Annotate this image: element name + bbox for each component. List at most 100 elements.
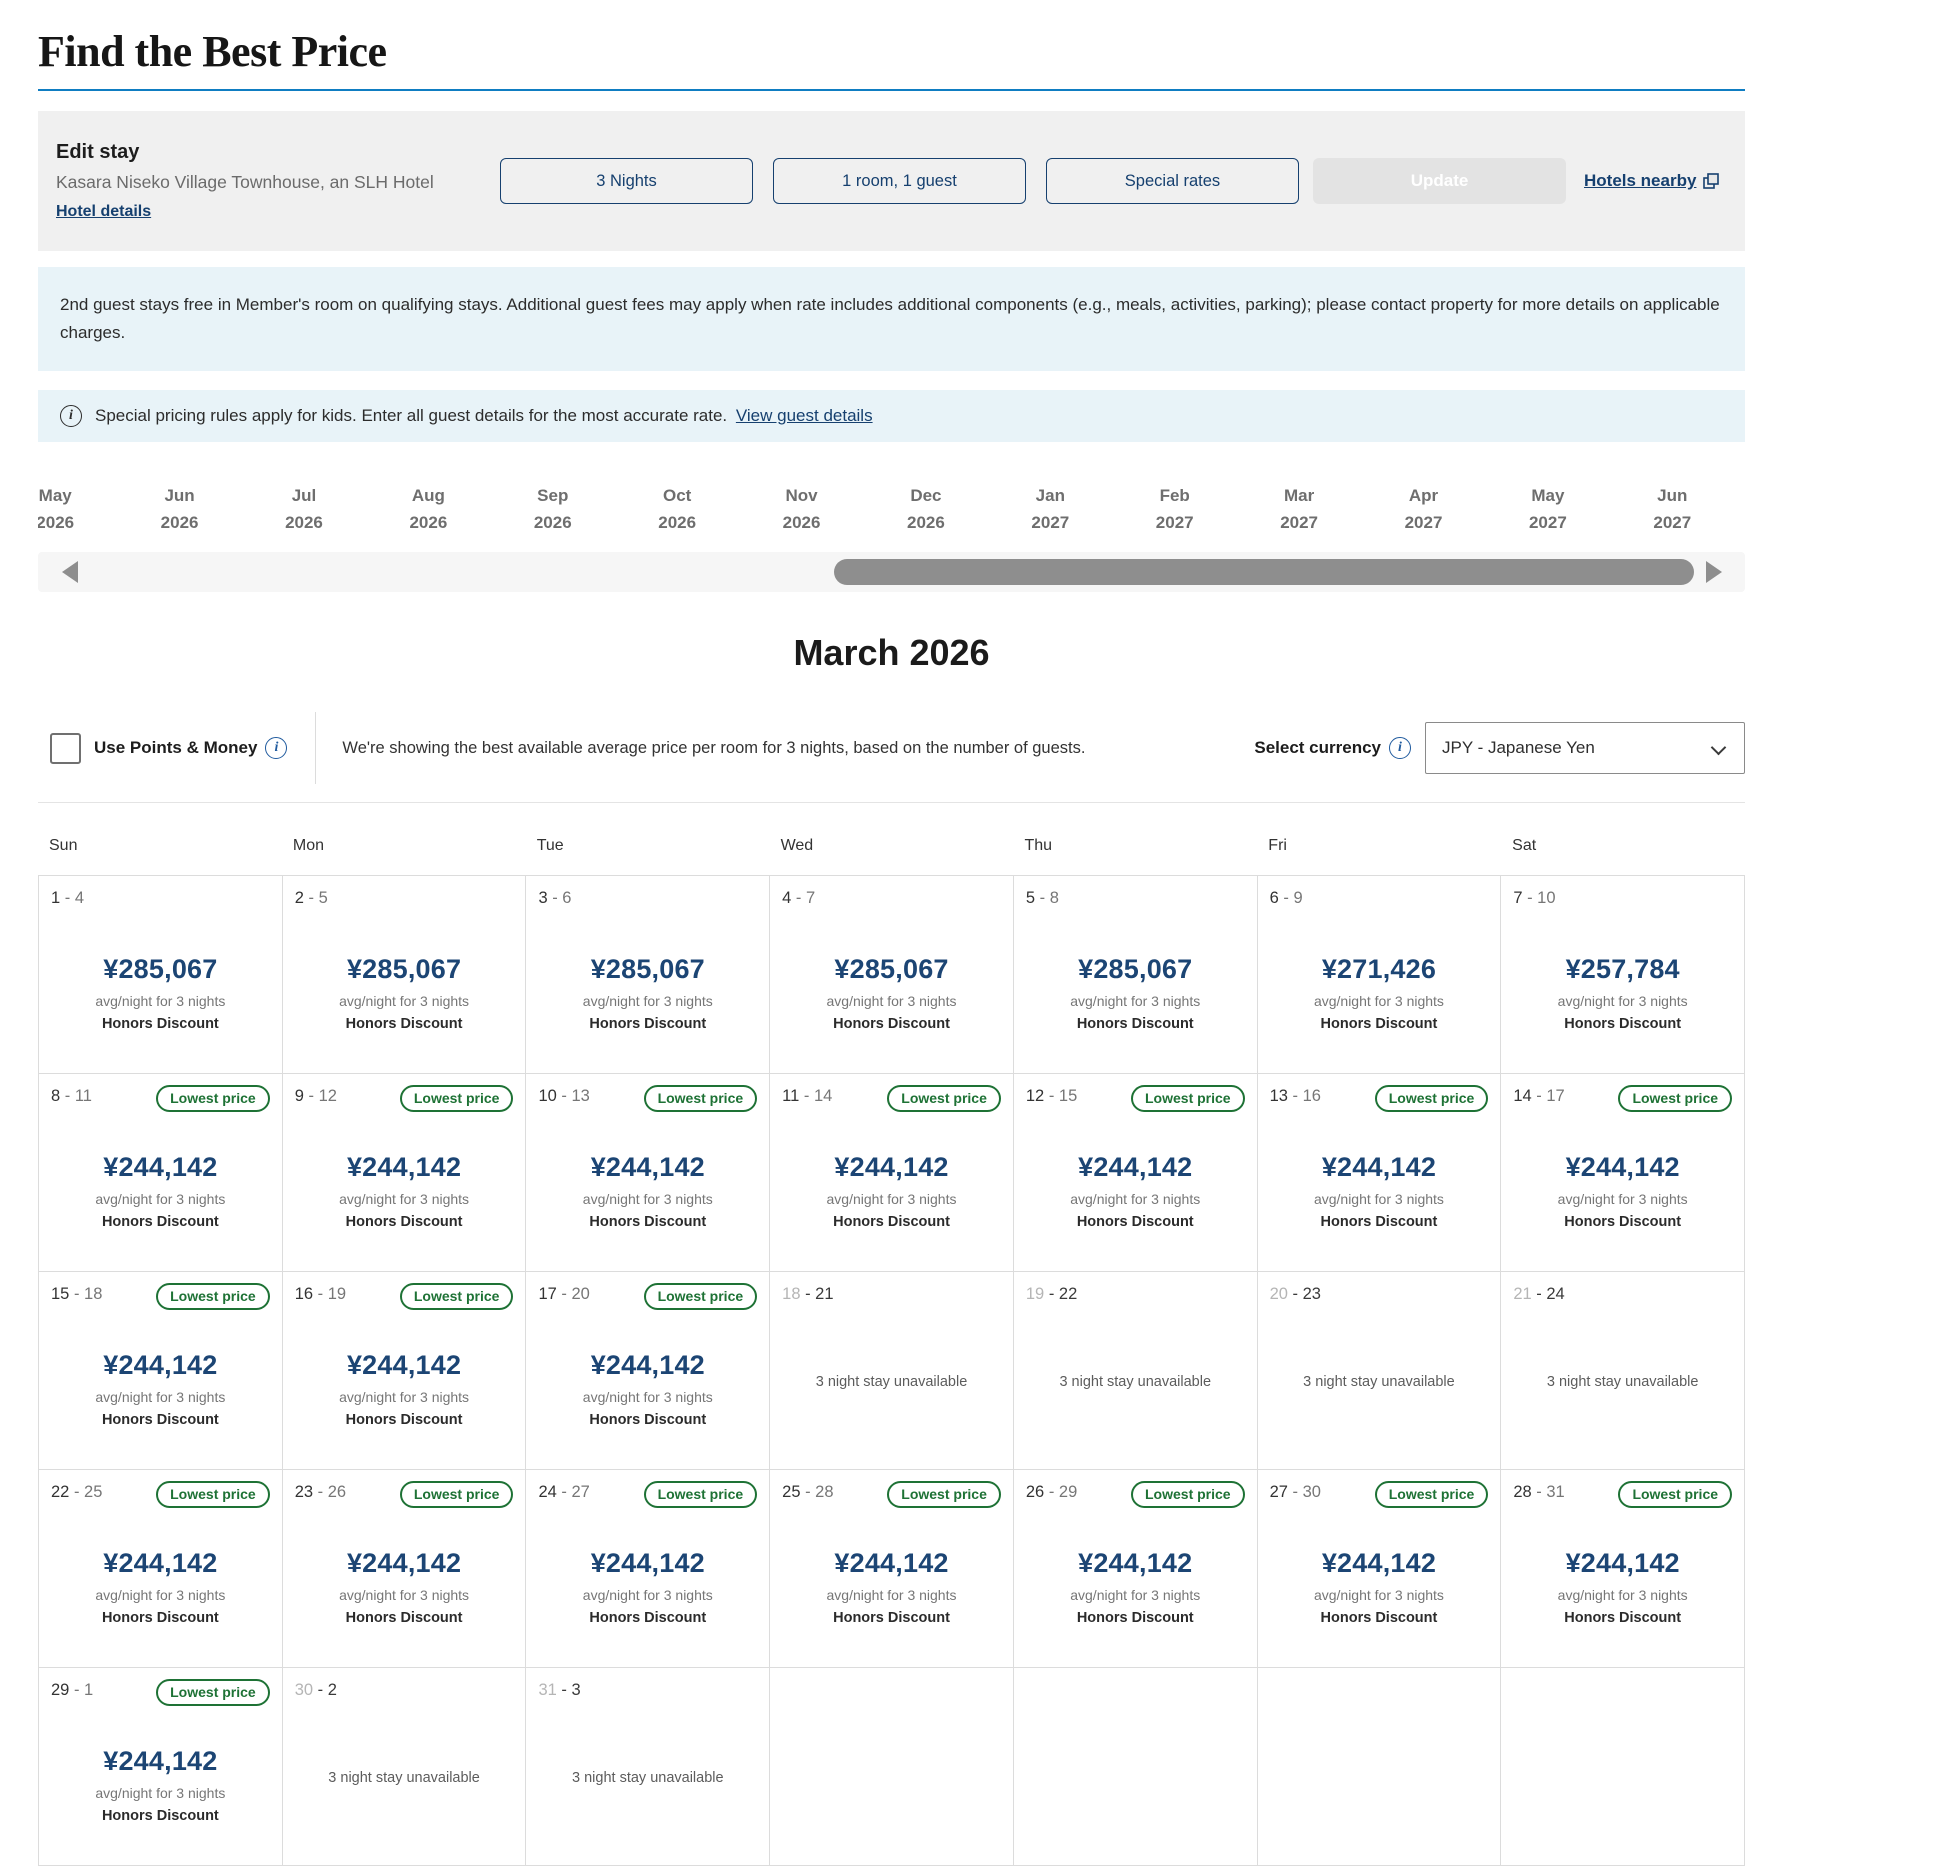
cell-date-range: 2 - 5	[294, 889, 328, 907]
calendar-cell[interactable]: 12 - 15 Lowest price ¥244,142 avg/night …	[1013, 1074, 1258, 1272]
cell-date-range: 24 - 27	[538, 1483, 590, 1501]
special-rates-button[interactable]: Special rates	[1046, 158, 1299, 204]
calendar-cell[interactable]: 26 - 29 Lowest price ¥244,142 avg/night …	[1013, 1470, 1258, 1668]
cell-date-range: 20 - 23	[1269, 1285, 1321, 1303]
cell-price-block: ¥285,067 avg/night for 3 nights Honors D…	[526, 954, 769, 1032]
calendar-cell[interactable]: 28 - 31 Lowest price ¥244,142 avg/night …	[1501, 1470, 1746, 1668]
calendar-month-title: March 2026	[793, 632, 990, 673]
scrollbar-thumb[interactable]	[834, 559, 1694, 585]
month-nav-item[interactable]: Dec 2026	[864, 482, 988, 536]
cell-price: ¥244,142	[1078, 1152, 1193, 1182]
month-nav-item[interactable]: Jun 2027	[1610, 482, 1734, 536]
calendar-cell[interactable]: 9 - 12 Lowest price ¥244,142 avg/night f…	[282, 1074, 527, 1272]
cell-price-block: ¥244,142 avg/night for 3 nights Honors D…	[526, 1548, 769, 1626]
month-nav-item[interactable]: Jul 2026	[242, 482, 366, 536]
calendar-cell[interactable]: 3 - 6 ¥285,067 avg/night for 3 nights Ho…	[526, 876, 771, 1074]
cell-date-range: 15 - 18	[51, 1285, 103, 1303]
month-nav-item[interactable]: Oct 2026	[615, 482, 739, 536]
calendar-cell[interactable]: 13 - 16 Lowest price ¥244,142 avg/night …	[1257, 1074, 1502, 1272]
cell-rate-name: Honors Discount	[833, 1610, 950, 1626]
month-nav-month: Jun	[164, 486, 195, 505]
calendar-week-row: 29 - 1 Lowest price ¥244,142 avg/night f…	[39, 1668, 1746, 1866]
cell-price-suffix: avg/night for 3 nights	[1313, 993, 1444, 1009]
view-guest-details-link[interactable]: View guest details	[735, 406, 873, 425]
calendar-cell[interactable]: 29 - 1 Lowest price ¥244,142 avg/night f…	[39, 1668, 283, 1866]
month-nav-month: Feb	[1159, 486, 1190, 505]
cell-date-range: 30 - 2	[294, 1681, 337, 1699]
cell-price-suffix: avg/night for 3 nights	[582, 1191, 713, 1207]
cell-unavailable-text: 3 night stay unavailable	[1059, 1374, 1212, 1390]
cell-price-suffix: avg/night for 3 nights	[95, 1191, 226, 1207]
nights-button[interactable]: 3 Nights	[500, 158, 753, 204]
calendar-cell[interactable]: 10 - 13 Lowest price ¥244,142 avg/night …	[526, 1074, 771, 1272]
calendar-cell[interactable]: 14 - 17 Lowest price ¥244,142 avg/night …	[1501, 1074, 1746, 1272]
month-nav-year: 2026	[658, 513, 697, 532]
calendar-cell[interactable]: 23 - 26 Lowest price ¥244,142 avg/night …	[282, 1470, 527, 1668]
cell-price-block: ¥244,142 avg/night for 3 nights Honors D…	[770, 1548, 1013, 1626]
month-nav-item[interactable]: Jun 2026	[117, 482, 241, 536]
cell-unavailable-text: 3 night stay unavailable	[815, 1374, 968, 1390]
calendar-cell[interactable]: 17 - 20 Lowest price ¥244,142 avg/night …	[526, 1272, 771, 1470]
cell-rate-name: Honors Discount	[589, 1412, 707, 1428]
cell-date-range: 3 - 6	[538, 889, 572, 907]
points-info-icon[interactable]: i	[265, 737, 288, 759]
calendar-cell[interactable]: 8 - 11 Lowest price ¥244,142 avg/night f…	[39, 1074, 283, 1272]
lowest-price-badge: Lowest price	[399, 1283, 514, 1310]
month-nav-item[interactable]: Feb 2027	[1113, 482, 1237, 536]
hotel-details-link[interactable]: Hotel details	[56, 203, 152, 220]
calendar-cell[interactable]: 24 - 27 Lowest price ¥244,142 avg/night …	[526, 1470, 771, 1668]
month-nav-month: Jun	[1657, 486, 1688, 505]
scroll-left-icon[interactable]	[62, 561, 78, 583]
calendar-cell	[1257, 1668, 1502, 1866]
calendar-cell[interactable]: 15 - 18 Lowest price ¥244,142 avg/night …	[39, 1272, 283, 1470]
month-nav-item[interactable]: Nov 2026	[739, 482, 863, 536]
calendar-cell[interactable]: 2 - 5 ¥285,067 avg/night for 3 nights Ho…	[282, 876, 527, 1074]
calendar-cell[interactable]: 5 - 8 ¥285,067 avg/night for 3 nights Ho…	[1013, 876, 1258, 1074]
cell-rate-name: Honors Discount	[589, 1610, 707, 1626]
month-nav-year: 2026	[38, 513, 75, 532]
kids-pricing-notice: Special pricing rules apply for kids. En…	[95, 406, 728, 425]
lowest-price-badge: Lowest price	[1374, 1481, 1489, 1508]
calendar-cell[interactable]: 7 - 10 ¥257,784 avg/night for 3 nights H…	[1501, 876, 1746, 1074]
month-nav-month: Nov	[785, 486, 818, 505]
cell-date-range: 1 - 4	[51, 889, 85, 907]
use-points-checkbox[interactable]	[50, 732, 81, 764]
cell-rate-name: Honors Discount	[833, 1016, 950, 1032]
cell-price-block: ¥285,067 avg/night for 3 nights Honors D…	[283, 954, 526, 1032]
update-button[interactable]: Update	[1313, 158, 1566, 204]
calendar-cell[interactable]: 27 - 30 Lowest price ¥244,142 avg/night …	[1257, 1470, 1502, 1668]
cell-price: ¥244,142	[1078, 1548, 1193, 1578]
month-nav-item[interactable]: Aug 2026	[366, 482, 490, 536]
cell-date-range: 23 - 26	[294, 1483, 347, 1501]
month-nav-item[interactable]: Apr 2027	[1361, 482, 1485, 536]
month-nav-scrollbar	[38, 552, 1745, 592]
month-nav-item[interactable]: May 2027	[1486, 482, 1610, 536]
cell-price-block: ¥285,067 avg/night for 3 nights Honors D…	[770, 954, 1013, 1032]
cell-rate-name: Honors Discount	[345, 1610, 463, 1626]
month-nav-year: 2026	[409, 513, 448, 532]
scroll-right-icon[interactable]	[1706, 561, 1722, 583]
month-nav-item[interactable]: Jan 2027	[988, 482, 1112, 536]
calendar-cell[interactable]: 25 - 28 Lowest price ¥244,142 avg/night …	[770, 1470, 1014, 1668]
cell-rate-name: Honors Discount	[345, 1016, 463, 1032]
cell-price: ¥244,142	[103, 1350, 218, 1380]
month-nav-item[interactable]: Sep 2026	[491, 482, 615, 536]
calendar-cell[interactable]: 16 - 19 Lowest price ¥244,142 avg/night …	[282, 1272, 527, 1470]
calendar-cell[interactable]: 22 - 25 Lowest price ¥244,142 avg/night …	[39, 1470, 283, 1668]
occupancy-button[interactable]: 1 room, 1 guest	[773, 158, 1026, 204]
month-nav-year: 2027	[1280, 513, 1319, 532]
month-nav-item[interactable]: Mar 2027	[1237, 482, 1361, 536]
currency-info-icon[interactable]: i	[1389, 737, 1411, 759]
calendar-cell[interactable]: 6 - 9 ¥271,426 avg/night for 3 nights Ho…	[1257, 876, 1502, 1074]
lowest-price-badge: Lowest price	[399, 1481, 514, 1508]
calendar-cell[interactable]: 4 - 7 ¥285,067 avg/night for 3 nights Ho…	[770, 876, 1014, 1074]
currency-select[interactable]: JPY - Japanese Yen	[1425, 722, 1745, 774]
title-section: Find the Best Price	[38, 0, 1745, 91]
hotels-nearby-link[interactable]: Hotels nearby	[1584, 171, 1720, 191]
calendar-cell	[1013, 1668, 1258, 1866]
calendar-cell[interactable]: 1 - 4 ¥285,067 avg/night for 3 nights Ho…	[39, 876, 283, 1074]
cell-unavailable-text: 3 night stay unavailable	[572, 1770, 724, 1786]
month-nav-item[interactable]: May 2026	[38, 482, 117, 536]
calendar-cell[interactable]: 11 - 14 Lowest price ¥244,142 avg/night …	[770, 1074, 1014, 1272]
day-header: Fri	[1268, 837, 1287, 854]
